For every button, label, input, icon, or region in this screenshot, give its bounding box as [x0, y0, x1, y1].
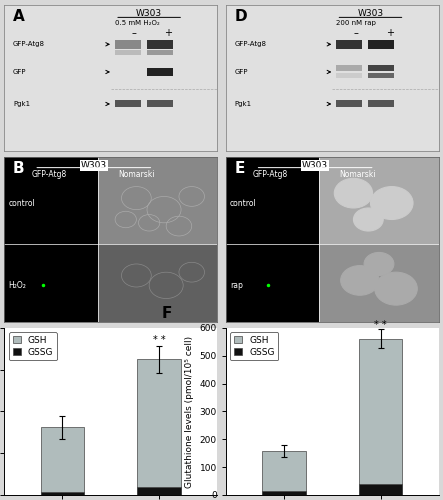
Text: W303: W303 — [302, 161, 328, 170]
Text: GFP-Atg8: GFP-Atg8 — [13, 42, 45, 48]
Bar — [359, 338, 402, 495]
FancyBboxPatch shape — [147, 100, 173, 107]
Y-axis label: Glutathione levels (pmol/10⁵ cell): Glutathione levels (pmol/10⁵ cell) — [185, 336, 194, 488]
Text: F: F — [162, 306, 172, 322]
FancyBboxPatch shape — [147, 40, 173, 50]
Text: * *: * * — [153, 336, 166, 345]
Text: E: E — [234, 161, 245, 176]
Circle shape — [375, 272, 417, 305]
FancyBboxPatch shape — [368, 72, 394, 78]
Legend: GSH, GSSG: GSH, GSSG — [9, 332, 57, 360]
Circle shape — [341, 266, 379, 295]
Text: +: + — [385, 28, 394, 38]
FancyBboxPatch shape — [336, 40, 362, 50]
FancyBboxPatch shape — [115, 50, 140, 55]
Text: GFP: GFP — [234, 69, 248, 75]
FancyBboxPatch shape — [368, 100, 394, 107]
Text: D: D — [234, 10, 247, 24]
FancyBboxPatch shape — [98, 244, 217, 322]
Text: W303: W303 — [136, 10, 162, 18]
Bar — [41, 428, 84, 495]
Text: B: B — [13, 161, 24, 176]
Text: 200 nM rap: 200 nM rap — [336, 20, 376, 26]
Text: control: control — [230, 198, 257, 207]
Text: Pgk1: Pgk1 — [13, 101, 30, 107]
Bar — [137, 486, 181, 495]
Bar — [262, 491, 306, 495]
Text: control: control — [9, 198, 35, 207]
FancyBboxPatch shape — [368, 40, 394, 50]
FancyBboxPatch shape — [98, 157, 217, 244]
Text: –: – — [132, 28, 137, 38]
Bar — [137, 360, 181, 495]
Text: Pgk1: Pgk1 — [234, 101, 251, 107]
Text: +: + — [164, 28, 172, 38]
Text: Nomarski: Nomarski — [118, 170, 155, 179]
FancyBboxPatch shape — [147, 50, 173, 55]
Text: W303: W303 — [81, 161, 107, 170]
Text: GFP-Atg8: GFP-Atg8 — [234, 42, 266, 48]
FancyBboxPatch shape — [336, 72, 362, 78]
Text: GFP: GFP — [13, 69, 27, 75]
Text: rap: rap — [230, 281, 243, 290]
Text: GFP-Atg8: GFP-Atg8 — [253, 170, 288, 179]
FancyBboxPatch shape — [336, 66, 362, 71]
FancyBboxPatch shape — [368, 66, 394, 71]
Legend: GSH, GSSG: GSH, GSSG — [230, 332, 278, 360]
Circle shape — [364, 252, 394, 276]
FancyBboxPatch shape — [147, 68, 173, 76]
Circle shape — [334, 178, 373, 208]
FancyBboxPatch shape — [115, 100, 140, 107]
FancyBboxPatch shape — [319, 244, 439, 322]
Text: H₂O₂: H₂O₂ — [9, 281, 27, 290]
FancyBboxPatch shape — [115, 40, 140, 50]
Text: –: – — [353, 28, 358, 38]
Bar — [262, 451, 306, 495]
Text: GFP-Atg8: GFP-Atg8 — [31, 170, 67, 179]
Text: W303: W303 — [358, 10, 384, 18]
FancyBboxPatch shape — [336, 100, 362, 107]
Circle shape — [370, 186, 413, 220]
FancyBboxPatch shape — [319, 157, 439, 244]
Text: 0.5 mM H₂O₂: 0.5 mM H₂O₂ — [115, 20, 160, 26]
Text: A: A — [13, 10, 25, 24]
Bar — [359, 484, 402, 495]
Text: Nomarski: Nomarski — [339, 170, 376, 179]
Circle shape — [354, 208, 383, 231]
Text: * *: * * — [374, 320, 387, 330]
Bar — [41, 492, 84, 495]
